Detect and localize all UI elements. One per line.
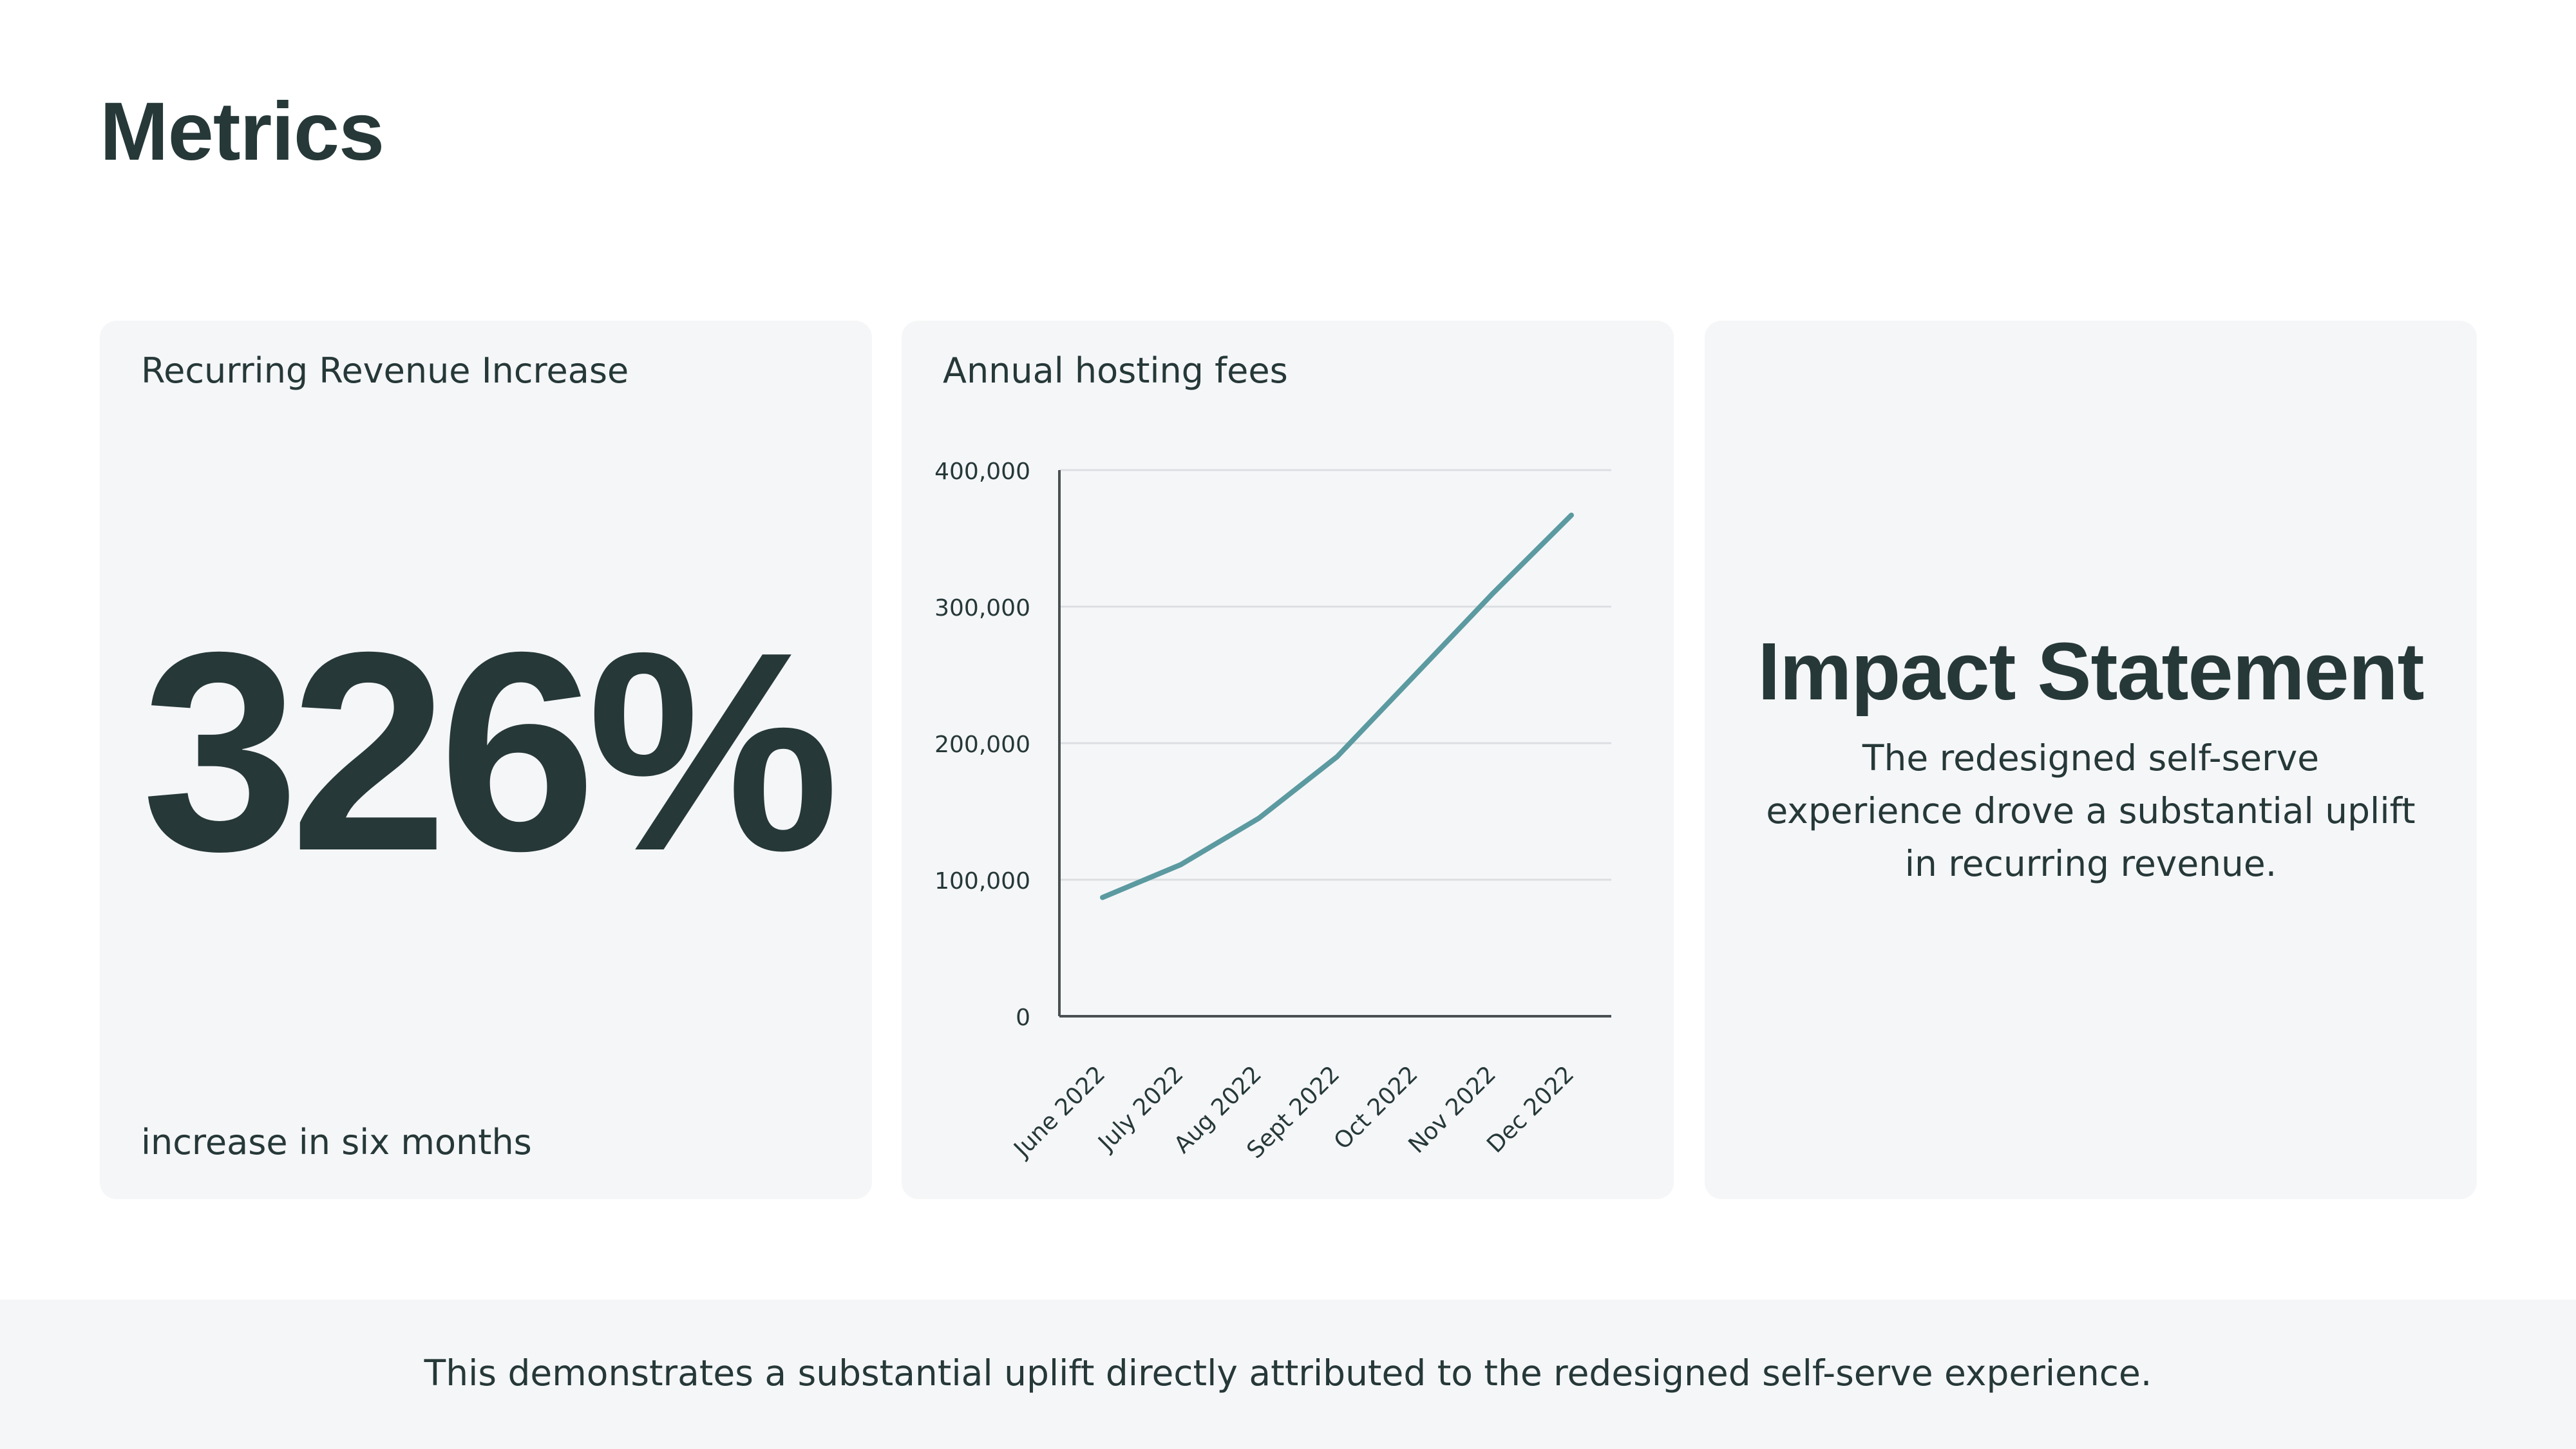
series-line — [1100, 512, 1574, 900]
y-tick-label-2: 200,000 — [934, 732, 1030, 758]
y-tick-label-3: 300,000 — [934, 595, 1030, 621]
impact-block: Impact Statement The redesigned self-ser… — [1743, 623, 2438, 890]
y-tick-label-1: 100,000 — [934, 868, 1030, 895]
x-tick-label-0: June 2022 — [1009, 1061, 1111, 1163]
chart-card: Annual hosting fees 0 100,000 200,000 300,0… — [902, 321, 1674, 1199]
summary-band: This demonstrates a substantial uplift d… — [0, 1300, 2576, 1449]
summary-text: This demonstrates a substantial uplift d… — [424, 1352, 2152, 1394]
impact-card: Impact Statement The redesigned self-ser… — [1705, 321, 2477, 1199]
page-title: Metrics — [100, 86, 384, 178]
y-tick-label-4: 400,000 — [934, 459, 1030, 485]
chart-card-label: Annual hosting fees — [943, 350, 1288, 391]
metric-caption: increase in six months — [141, 1122, 532, 1162]
metric-card: Recurring Revenue Increase 326% increase… — [100, 321, 872, 1199]
y-tick-label-0: 0 — [1016, 1005, 1030, 1031]
impact-text: The redesigned self-serve experience dro… — [1766, 737, 2416, 884]
impact-title: Impact Statement — [1757, 626, 2424, 717]
metric-card-label: Recurring Revenue Increase — [141, 350, 629, 391]
big-metric-value: 326% — [141, 594, 839, 910]
